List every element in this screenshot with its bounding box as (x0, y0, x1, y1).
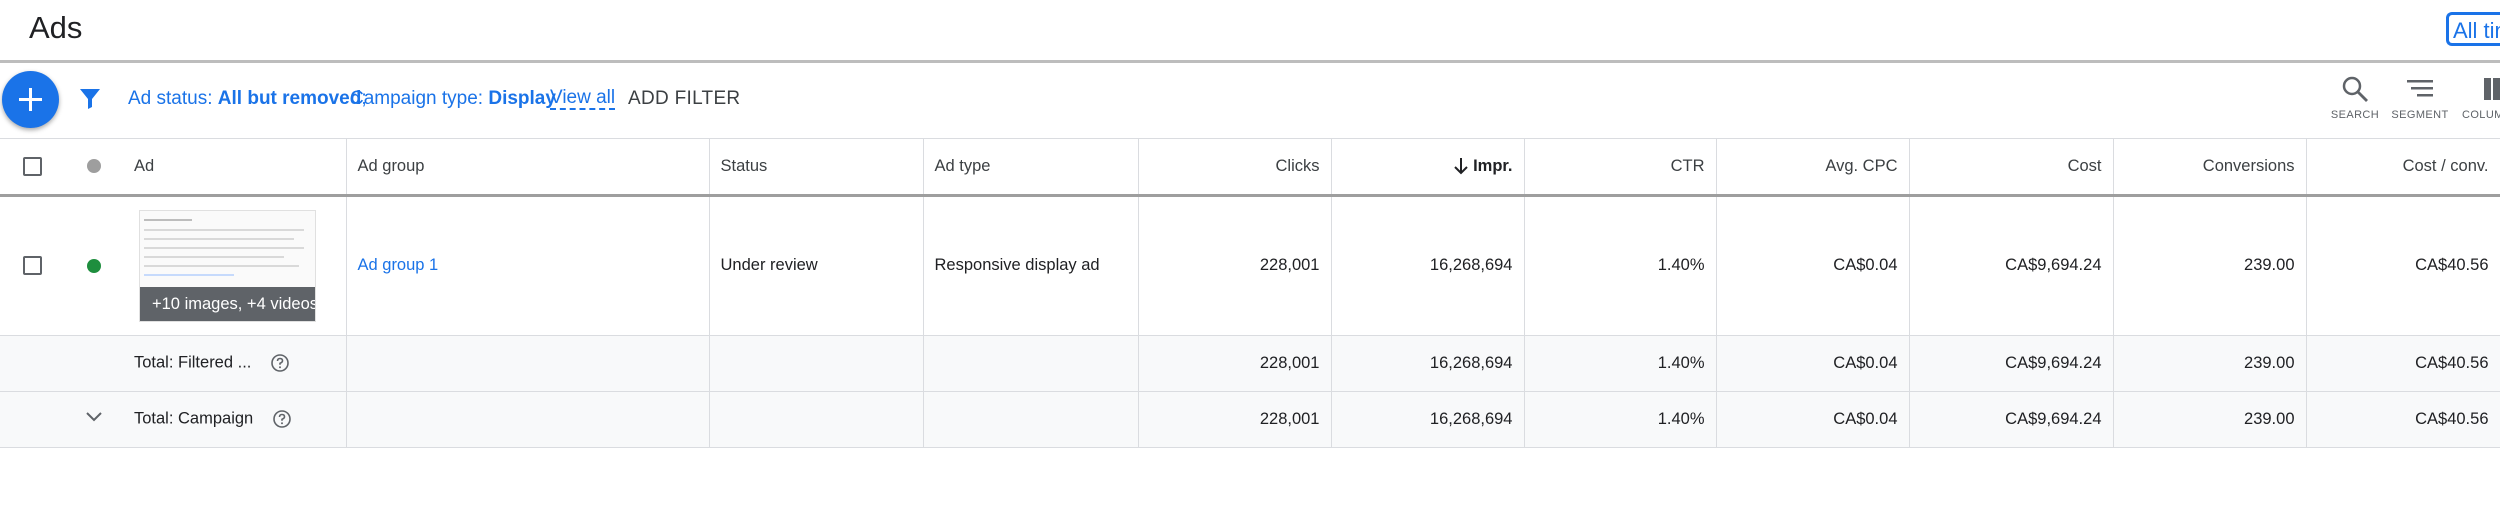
column-header-conversions[interactable]: Conversions (2113, 139, 2307, 197)
conversions-cell: 239.00 (2113, 335, 2307, 392)
chevron-down-icon[interactable] (84, 410, 104, 424)
total-label-cell: Total: Filtered ... (123, 335, 347, 392)
avg-cpc-cell: CA$0.04 (1716, 335, 1910, 392)
ads-table: Ad Ad group Status Ad type Clicks Impr. … (0, 139, 2500, 448)
empty-cell (709, 335, 924, 392)
row-checkbox[interactable] (22, 256, 42, 276)
column-header-clicks[interactable]: Clicks (1138, 139, 1332, 197)
filter-bar: Ad status: All but removed; Campaign typ… (0, 63, 2500, 139)
column-header-avg-cpc[interactable]: Avg. CPC (1716, 139, 1910, 197)
segment-icon (2407, 80, 2433, 97)
filter-chip-ad-status[interactable]: Ad status: All but removed; (128, 88, 367, 110)
clicks-cell: 228,001 (1138, 391, 1332, 448)
columns-tool-button[interactable]: COLUMNS (2462, 75, 2500, 121)
ad-type-cell: Responsive display ad (923, 195, 1139, 336)
conversions-cell: 239.00 (2113, 195, 2307, 336)
empty-cell (923, 391, 1139, 448)
impr-cell: 16,268,694 (1331, 195, 1525, 336)
sort-descending-icon (1454, 158, 1468, 175)
table-header-row: Ad Ad group Status Ad type Clicks Impr. … (0, 139, 2500, 197)
tool-label: SEGMENT (2391, 109, 2449, 121)
empty-cell (346, 391, 710, 448)
total-label: Total: Campaign (134, 409, 254, 428)
ad-group-link[interactable]: Ad group 1 (357, 256, 439, 274)
column-header-label: Impr. (1473, 156, 1513, 175)
status-dot-enabled[interactable] (86, 258, 101, 273)
add-filter-button[interactable]: ADD FILTER (628, 88, 741, 109)
total-row-filtered: Total: Filtered ... 228,001 16,268,694 1… (0, 335, 2500, 392)
search-tool-button[interactable]: SEARCH (2325, 75, 2385, 121)
filter-icon[interactable] (78, 86, 102, 110)
empty-cell (923, 335, 1139, 392)
impr-cell: 16,268,694 (1331, 391, 1525, 448)
filter-value: Display (488, 88, 556, 109)
help-icon[interactable] (270, 353, 290, 373)
cost-cell: CA$9,694.24 (1909, 335, 2114, 392)
filter-separator: ; (361, 88, 367, 109)
column-header-status[interactable]: Status (709, 139, 924, 197)
cost-cell: CA$9,694.24 (1909, 195, 2114, 336)
ctr-cell: 1.40% (1524, 195, 1717, 336)
search-icon (2342, 76, 2368, 102)
clicks-cell: 228,001 (1138, 195, 1332, 336)
date-range-picker[interactable]: All time (2446, 12, 2500, 46)
ctr-cell: 1.40% (1524, 335, 1717, 392)
plus-icon (19, 88, 42, 111)
view-all-link[interactable]: View all (550, 87, 616, 110)
status-dot-header (64, 139, 123, 197)
total-label: Total: Filtered ... (134, 353, 252, 372)
column-header-ad-group[interactable]: Ad group (346, 139, 710, 197)
filter-value: All but removed (217, 88, 362, 109)
cost-per-conv-cell: CA$40.56 (2306, 391, 2500, 448)
row-status-cell (64, 195, 123, 336)
status-filter-dot[interactable] (86, 159, 101, 174)
columns-icon (2484, 78, 2500, 100)
filter-label: Campaign type: (350, 88, 484, 109)
avg-cpc-cell: CA$0.04 (1716, 195, 1910, 336)
row-select-cell (0, 195, 64, 336)
ad-media-count: +10 images, +4 videos (140, 286, 315, 321)
column-header-cost[interactable]: Cost (1909, 139, 2114, 197)
tool-label: SEARCH (2330, 109, 2380, 121)
table-row[interactable]: +10 images, +4 videos Ad group 1 Under r… (0, 195, 2500, 336)
filter-label: Ad status: (128, 88, 213, 109)
cost-per-conv-cell: CA$40.56 (2306, 195, 2500, 336)
ad-thumbnail[interactable]: +10 images, +4 videos (139, 209, 316, 322)
empty-cell (709, 391, 924, 448)
clicks-cell: 228,001 (1138, 335, 1332, 392)
conversions-cell: 239.00 (2113, 391, 2307, 448)
filter-chip-campaign-type[interactable]: Campaign type: Display (350, 88, 556, 110)
segment-tool-button[interactable]: SEGMENT (2387, 75, 2453, 121)
impr-cell: 16,268,694 (1331, 335, 1525, 392)
page-header: Ads All time (0, 0, 2500, 63)
empty-cell (0, 391, 64, 448)
ad-group-cell: Ad group 1 (346, 195, 710, 336)
cost-cell: CA$9,694.24 (1909, 391, 2114, 448)
column-header-ad-type[interactable]: Ad type (923, 139, 1139, 197)
total-row-campaign: Total: Campaign 228,001 16,268,694 1.40%… (0, 391, 2500, 448)
column-header-impr[interactable]: Impr. (1331, 139, 1525, 197)
select-all-cell (0, 139, 64, 197)
help-icon[interactable] (272, 409, 292, 429)
select-all-checkbox[interactable] (22, 156, 42, 176)
add-ad-button[interactable] (2, 71, 59, 128)
cost-per-conv-cell: CA$40.56 (2306, 335, 2500, 392)
column-header-cost-per-conv[interactable]: Cost / conv. (2306, 139, 2500, 197)
expand-cell (64, 391, 123, 448)
status-cell: Under review (709, 195, 924, 336)
column-header-ad[interactable]: Ad (123, 139, 347, 197)
tool-label: COLUMNS (2462, 109, 2500, 121)
empty-cell (346, 335, 710, 392)
total-label-cell: Total: Campaign (123, 391, 347, 448)
avg-cpc-cell: CA$0.04 (1716, 391, 1910, 448)
column-header-ctr[interactable]: CTR (1524, 139, 1717, 197)
page-title: Ads (29, 10, 83, 45)
ad-preview-cell: +10 images, +4 videos (123, 195, 347, 336)
empty-cell (0, 335, 64, 392)
ctr-cell: 1.40% (1524, 391, 1717, 448)
empty-cell (64, 335, 123, 392)
